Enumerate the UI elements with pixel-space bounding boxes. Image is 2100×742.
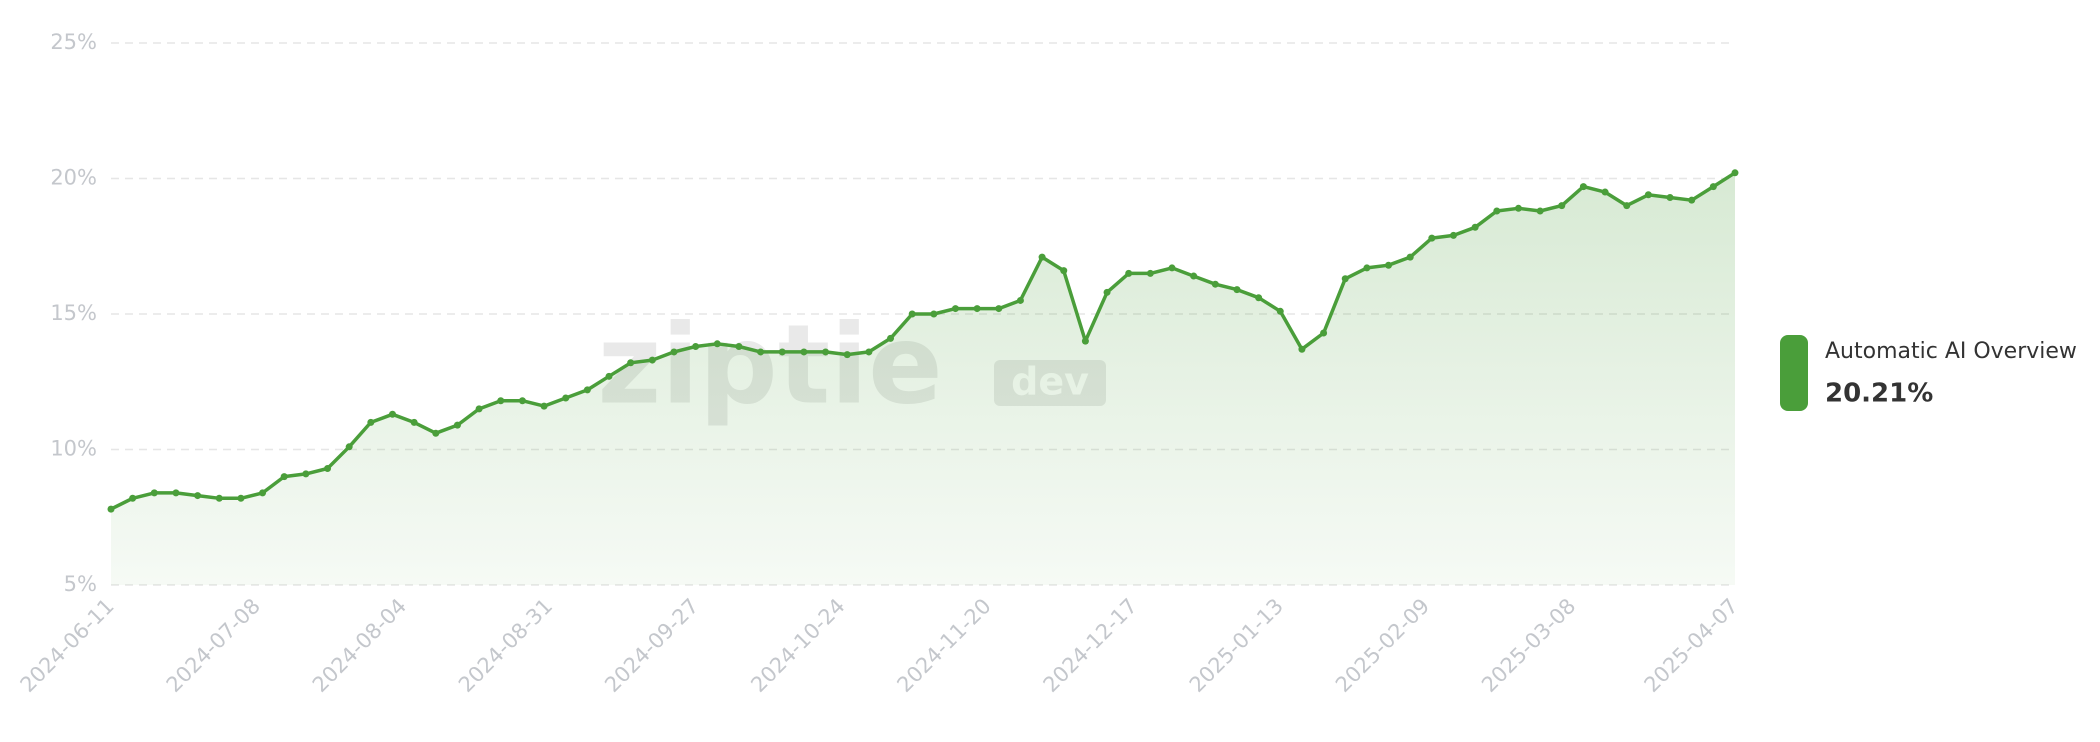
point (1731, 169, 1739, 177)
point (1666, 193, 1674, 201)
y-tick-label: 10% (50, 437, 97, 461)
point (1276, 307, 1284, 315)
point (648, 356, 656, 364)
point (1103, 288, 1111, 296)
x-tick-label: 2025-01-13 (1185, 594, 1288, 697)
point (1125, 269, 1133, 277)
point (1428, 234, 1436, 242)
point (1146, 269, 1154, 277)
point (129, 494, 137, 502)
point (670, 348, 678, 356)
point (1385, 261, 1393, 269)
x-tick-label: 2024-09-27 (600, 594, 703, 697)
point (1688, 196, 1696, 204)
point (1255, 294, 1263, 302)
point (757, 348, 765, 356)
point (1233, 286, 1241, 294)
point (345, 443, 353, 451)
point (1514, 204, 1522, 212)
point (1038, 253, 1046, 261)
point (995, 305, 1003, 313)
point (930, 310, 938, 318)
legend-swatch (1780, 335, 1808, 411)
point (107, 505, 115, 513)
point (410, 418, 418, 426)
point (237, 494, 245, 502)
point (908, 310, 916, 318)
legend-label: Automatic AI Overview (1825, 339, 2077, 364)
point (1644, 191, 1652, 199)
point (497, 397, 505, 405)
point (1709, 183, 1717, 191)
point (973, 305, 981, 313)
point (562, 394, 570, 402)
point (1168, 264, 1176, 272)
point (1493, 207, 1501, 215)
x-tick-label: 2025-02-09 (1331, 594, 1434, 697)
x-tick-label: 2024-06-11 (16, 594, 119, 697)
point (1623, 202, 1631, 210)
point (1190, 272, 1198, 280)
point (150, 489, 158, 497)
point (1450, 231, 1458, 239)
x-tick-label: 2025-03-08 (1477, 594, 1580, 697)
point (692, 343, 700, 351)
point (388, 410, 396, 418)
y-tick-label: 25% (50, 30, 97, 54)
point (1579, 183, 1587, 191)
y-tick-label: 5% (64, 572, 97, 596)
point (778, 348, 786, 356)
point (453, 421, 461, 429)
point (540, 402, 548, 410)
point (324, 464, 332, 472)
point (1558, 202, 1566, 210)
point (735, 343, 743, 351)
point (1016, 296, 1024, 304)
x-tick-label: 2024-08-04 (308, 594, 411, 697)
point (800, 348, 808, 356)
point (1601, 188, 1609, 196)
point (302, 470, 310, 478)
point (518, 397, 526, 405)
point (951, 305, 959, 313)
point (367, 418, 375, 426)
x-tick-label: 2024-11-20 (892, 594, 995, 697)
point (1320, 329, 1328, 337)
point (215, 494, 223, 502)
point (1211, 280, 1219, 288)
point (865, 348, 873, 356)
point (280, 473, 288, 481)
x-tick-label: 2024-10-24 (746, 594, 849, 697)
point (822, 348, 830, 356)
point (627, 359, 635, 367)
point (843, 351, 851, 359)
x-tick-label: 2025-04-07 (1640, 594, 1743, 697)
x-tick-label: 2024-07-08 (162, 594, 265, 697)
point (1081, 337, 1089, 345)
point (887, 334, 895, 342)
point (583, 386, 591, 394)
point (259, 489, 267, 497)
x-tick-label: 2024-08-31 (454, 594, 557, 697)
point (1298, 345, 1306, 353)
point (1341, 275, 1349, 283)
point (605, 372, 613, 380)
point (1406, 253, 1414, 261)
y-tick-label: 20% (50, 166, 97, 190)
point (1471, 223, 1479, 231)
point (1060, 267, 1068, 275)
point (1536, 207, 1544, 215)
point (194, 492, 202, 500)
point (1363, 264, 1371, 272)
point (475, 405, 483, 413)
point (172, 489, 180, 497)
x-tick-label: 2024-12-17 (1039, 594, 1142, 697)
y-tick-label: 15% (50, 301, 97, 325)
legend-value: 20.21% (1825, 379, 1933, 409)
point (432, 429, 440, 437)
line (110, 171, 1736, 511)
point (713, 340, 721, 348)
area (111, 172, 1735, 586)
